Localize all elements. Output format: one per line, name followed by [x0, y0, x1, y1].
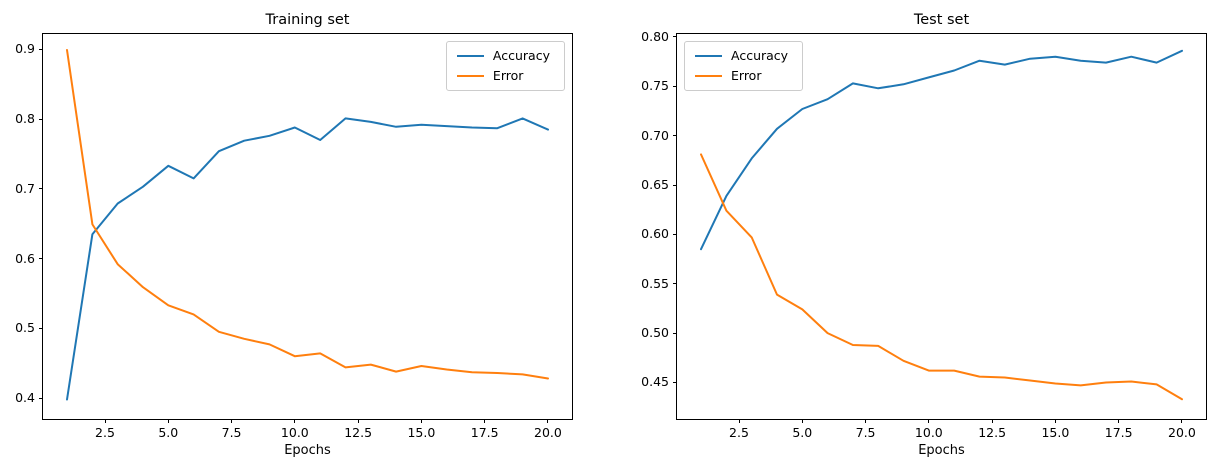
- y-tick-label: 0.80: [641, 28, 669, 44]
- x-tick-mark: [865, 419, 867, 423]
- training-set-plot: Training set Accuracy Error Epochs 2.5 5.…: [15, 12, 573, 457]
- x-tick-label: 5.0: [792, 425, 813, 440]
- y-tick-label: 0.7: [15, 180, 35, 196]
- x-tick-label: 7.5: [221, 425, 242, 440]
- y-tick-mark: [39, 258, 43, 260]
- y-tick-label: 0.4: [15, 389, 35, 405]
- y-tick-mark: [39, 48, 43, 50]
- x-axis-label: Epochs: [284, 443, 331, 458]
- x-tick-label: 7.5: [855, 425, 876, 440]
- y-tick-label: 0.75: [641, 78, 669, 94]
- x-tick-mark: [231, 419, 233, 423]
- legend: Accuracy Error: [684, 41, 804, 91]
- error-line: [66, 49, 549, 380]
- y-tick-label: 0.8: [15, 110, 35, 126]
- y-tick-label: 0.60: [641, 226, 669, 242]
- y-tick-label: 0.55: [641, 275, 669, 291]
- legend-label-accuracy: Accuracy: [731, 48, 789, 63]
- error-line-swatch: [456, 74, 484, 77]
- x-tick-mark: [928, 419, 930, 423]
- y-tick-mark: [39, 188, 43, 190]
- legend-label-accuracy: Accuracy: [492, 48, 550, 63]
- x-tick-mark: [991, 419, 993, 423]
- y-tick-mark: [673, 184, 677, 186]
- x-tick-label: 12.5: [344, 425, 373, 440]
- test-set-plot: Test set Accuracy Error Epochs 2.5 5.0 7.5…: [641, 12, 1207, 457]
- x-tick-mark: [420, 419, 422, 423]
- y-tick-mark: [673, 381, 677, 383]
- y-tick-label: 0.9: [15, 41, 35, 57]
- y-tick-mark: [673, 332, 677, 334]
- y-tick-label: 0.65: [641, 176, 669, 192]
- y-tick-mark: [39, 118, 43, 120]
- x-tick-label: 12.5: [978, 425, 1007, 440]
- y-tick-label: 0.6: [15, 250, 35, 266]
- y-tick-label: 0.45: [641, 374, 669, 390]
- x-tick-mark: [357, 419, 359, 423]
- x-tick-mark: [484, 419, 486, 423]
- y-tick-mark: [39, 397, 43, 399]
- x-tick-mark: [104, 419, 106, 423]
- legend-entry-error: Error: [695, 67, 792, 83]
- plot-lines-canvas: [66, 49, 549, 401]
- x-tick-mark: [294, 419, 296, 423]
- y-tick-mark: [673, 283, 677, 285]
- x-tick-label: 5.0: [158, 425, 179, 440]
- x-tick-label: 20.0: [534, 425, 562, 440]
- plot-title: Training set: [265, 11, 350, 28]
- x-tick-label: 2.5: [729, 425, 749, 440]
- y-tick-mark: [673, 85, 677, 87]
- x-tick-mark: [1054, 419, 1056, 423]
- x-tick-label: 17.5: [1104, 425, 1133, 440]
- y-tick-mark: [673, 36, 677, 38]
- x-tick-mark: [167, 419, 169, 423]
- y-tick-label: 0.70: [641, 127, 669, 143]
- x-tick-mark: [1118, 419, 1120, 423]
- x-tick-mark: [1181, 419, 1183, 423]
- y-tick-label: 0.50: [641, 324, 669, 340]
- x-tick-mark: [738, 419, 740, 423]
- plot-title: Test set: [913, 11, 970, 28]
- legend-label-error: Error: [731, 67, 762, 83]
- legend-entry-accuracy: Accuracy: [456, 48, 554, 63]
- x-tick-mark: [547, 419, 549, 423]
- x-tick-label: 10.0: [914, 425, 943, 440]
- legend-entry-accuracy: Accuracy: [695, 49, 792, 63]
- x-tick-label: 17.5: [470, 425, 499, 440]
- accuracy-line: [66, 117, 549, 401]
- x-axis-label: Epochs: [918, 443, 965, 458]
- plot-lines-canvas: [700, 49, 1183, 401]
- y-tick-mark: [673, 135, 677, 137]
- y-tick-mark: [39, 327, 43, 329]
- x-tick-label: 10.0: [280, 425, 309, 440]
- legend: Accuracy Error: [445, 41, 565, 91]
- accuracy-line-swatch: [695, 54, 722, 57]
- accuracy-line: [700, 49, 1183, 251]
- x-tick-label: 20.0: [1168, 425, 1196, 440]
- x-tick-mark: [801, 419, 803, 423]
- y-tick-label: 0.5: [15, 320, 35, 336]
- x-tick-label: 15.0: [407, 425, 436, 440]
- x-tick-label: 15.0: [1041, 425, 1070, 440]
- x-tick-label: 2.5: [95, 425, 115, 440]
- accuracy-line-swatch: [456, 54, 484, 57]
- legend-label-error: Error: [492, 67, 524, 83]
- error-line-swatch: [695, 74, 722, 77]
- legend-entry-error: Error: [456, 67, 554, 83]
- error-line: [700, 153, 1183, 401]
- y-tick-mark: [673, 233, 677, 235]
